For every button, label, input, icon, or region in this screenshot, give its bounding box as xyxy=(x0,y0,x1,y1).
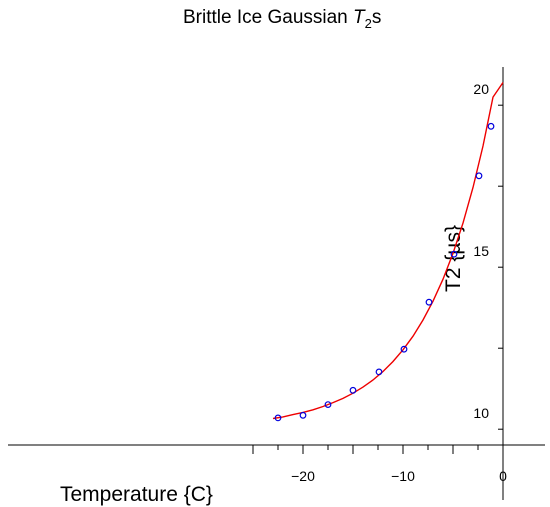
data-point xyxy=(475,172,483,180)
x-ticks: −20 −10 0 xyxy=(252,445,507,484)
data-point xyxy=(299,411,307,419)
y-axis-title: T2 {µs} xyxy=(442,225,465,292)
data-point xyxy=(349,386,357,394)
data-point xyxy=(324,401,332,409)
x-tick-label: 0 xyxy=(499,468,507,484)
data-point xyxy=(400,345,408,353)
data-point xyxy=(375,368,383,376)
fit-curve xyxy=(272,82,504,420)
data-point xyxy=(425,298,433,306)
chart-title: Brittle Ice Gaussian T2s xyxy=(183,7,381,31)
data-point xyxy=(487,122,495,130)
x-tick-label: −20 xyxy=(291,468,315,484)
x-axis-title: Temperature {C} xyxy=(60,483,213,506)
y-tick-label: 20 xyxy=(473,81,489,97)
y-tick-label: 10 xyxy=(473,405,489,421)
y-ticks: 10 15 20 xyxy=(473,81,503,430)
x-tick-label: −10 xyxy=(391,468,415,484)
y-tick-label: 15 xyxy=(473,243,489,259)
data-point xyxy=(274,414,282,422)
data-point xyxy=(450,250,458,258)
data-points xyxy=(274,122,495,422)
